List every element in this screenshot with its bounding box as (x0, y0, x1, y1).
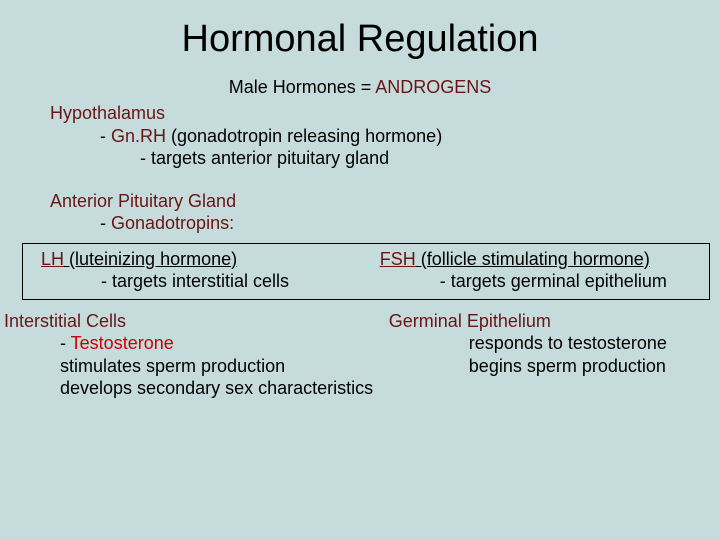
page-title: Hormonal Regulation (0, 0, 720, 77)
subtitle-keyword: ANDROGENS (375, 77, 491, 97)
subtitle: Male Hormones = ANDROGENS (0, 77, 720, 102)
subtitle-prefix: Male Hormones = (229, 77, 376, 97)
interstitial-block: Interstitial Cells - Testosterone stimul… (0, 310, 389, 400)
interstitial-line1-prefix: - (60, 333, 71, 353)
pituitary-sub: - Gonadotropins: (0, 212, 720, 235)
interstitial-line3: develops secondary sex characteristics (4, 377, 389, 400)
pituitary-sub-keyword: Gonadotropins: (111, 213, 234, 233)
interstitial-line1-keyword: Testosterone (71, 333, 174, 353)
hypothalamus-section: Hypothalamus (0, 102, 720, 125)
germinal-line2: begins sperm production (389, 355, 720, 378)
lh-column: LH (luteinizing hormone) - targets inter… (23, 244, 380, 299)
fsh-line1: FSH (follicle stimulating hormone) (380, 248, 703, 271)
germinal-block: Germinal Epithelium responds to testoste… (389, 310, 720, 400)
hormone-box: LH (luteinizing hormone) - targets inter… (22, 243, 710, 300)
lh-line1: LH (luteinizing hormone) (41, 248, 374, 271)
pituitary-sub-prefix: - (100, 213, 111, 233)
hypo-line1-prefix: - (100, 126, 111, 146)
pituitary-heading: Anterior Pituitary Gland (50, 190, 720, 213)
hypothalamus-line2: - targets anterior pituitary gland (0, 147, 720, 170)
fsh-full: (follicle stimulating hormone) (416, 249, 650, 269)
pituitary-section: Anterior Pituitary Gland (0, 170, 720, 213)
hypo-line1-suffix: (gonadotropin releasing hormone) (166, 126, 442, 146)
fsh-target: - targets germinal epithelium (380, 270, 703, 293)
fsh-column: FSH (follicle stimulating hormone) - tar… (380, 244, 709, 299)
germinal-heading: Germinal Epithelium (389, 310, 720, 333)
hypothalamus-line1: - Gn.RH (gonadotropin releasing hormone) (0, 125, 720, 148)
hypo-line1-keyword: Gn.RH (111, 126, 166, 146)
hypothalamus-heading: Hypothalamus (50, 102, 720, 125)
interstitial-line2: stimulates sperm production (4, 355, 389, 378)
lh-abbr: LH (41, 249, 64, 269)
bottom-section: Interstitial Cells - Testosterone stimul… (0, 300, 720, 400)
germinal-line1: responds to testosterone (389, 332, 720, 355)
interstitial-line1: - Testosterone (4, 332, 389, 355)
lh-target: - targets interstitial cells (41, 270, 374, 293)
lh-full: (luteinizing hormone) (64, 249, 237, 269)
fsh-abbr: FSH (380, 249, 416, 269)
interstitial-heading: Interstitial Cells (4, 310, 389, 333)
